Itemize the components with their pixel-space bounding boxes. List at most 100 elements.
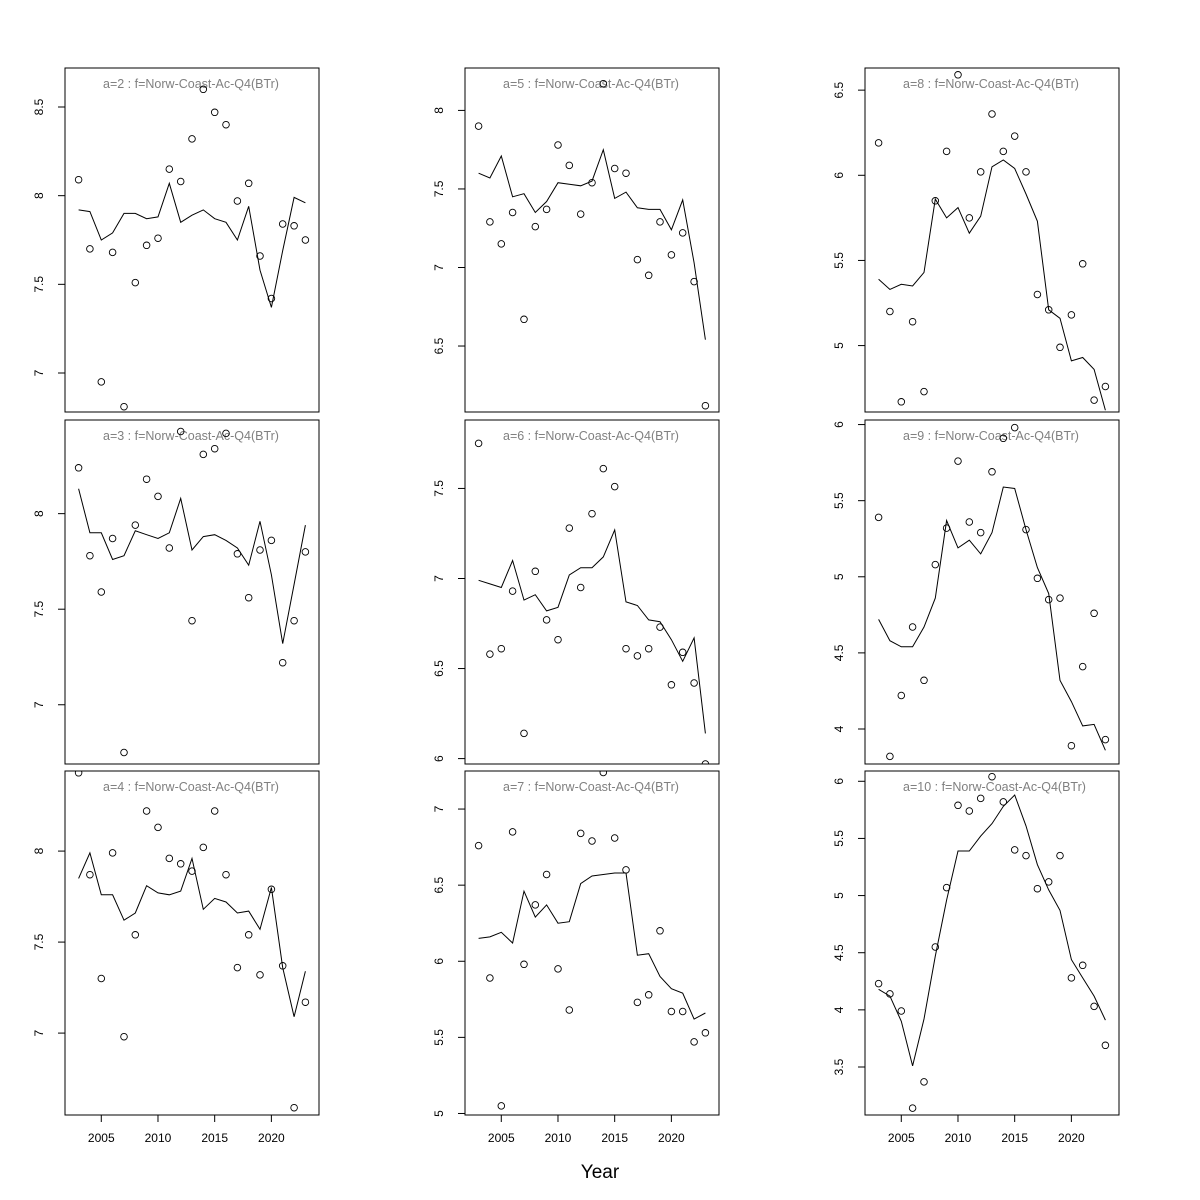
panel-grid: a=2 : f=Norw-Coast-Ac-Q4(BTr) 7 7.5 8 8.5 a=5…	[32, 67, 1120, 1145]
observed-point	[188, 135, 196, 143]
panel: a=5 : f=Norw-Coast-Ac-Q4(BTr) 6.5 7 7.5 8	[432, 67, 720, 413]
y-tick-label: 7.5	[32, 601, 46, 618]
panel-title: a=10 : f=Norw-Coast-Ac-Q4(BTr)	[903, 780, 1086, 794]
observed-point	[690, 679, 698, 687]
observed-point	[154, 492, 162, 501]
observed-point	[576, 210, 585, 218]
fitted-line	[478, 872, 706, 1020]
panel-title: a=6 : f=Norw-Coast-Ac-Q4(BTr)	[503, 429, 679, 443]
panel-title: a=3 : f=Norw-Coast-Ac-Q4(BTr)	[103, 429, 279, 443]
plot-area	[874, 423, 1110, 761]
panel-title: a=8 : f=Norw-Coast-Ac-Q4(BTr)	[903, 77, 1079, 91]
y-tick-label: 7	[432, 805, 446, 812]
observed-point	[497, 644, 506, 653]
panel-frame	[864, 67, 1120, 413]
observed-point	[554, 141, 562, 149]
observed-point	[120, 1032, 128, 1041]
observed-point	[1067, 974, 1076, 982]
panel: a=4 : f=Norw-Coast-Ac-Q4(BTr) 7 7.5 8 2005 20…	[32, 770, 320, 1145]
y-tick-label: 7	[32, 369, 46, 376]
observed-point	[920, 1078, 928, 1086]
x-tick-label: 2005	[88, 1131, 115, 1145]
y-tick-label: 6	[832, 172, 846, 179]
observed-point	[678, 648, 687, 657]
y-tick-label: 6.5	[432, 660, 446, 677]
y-tick-label: 3.5	[832, 1058, 846, 1075]
observed-point	[565, 524, 574, 532]
panel-title: a=2 : f=Norw-Coast-Ac-Q4(BTr)	[103, 77, 279, 91]
observed-point	[531, 901, 540, 909]
observed-point	[497, 240, 506, 248]
observed-point	[520, 315, 528, 324]
observed-point	[954, 71, 962, 79]
y-tick-label: 5	[432, 1110, 446, 1117]
observed-point	[176, 427, 185, 436]
observed-point	[588, 837, 596, 845]
observed-point	[701, 760, 710, 764]
observed-point	[954, 801, 962, 810]
observed-point	[931, 197, 940, 205]
observed-point	[301, 998, 310, 1006]
fitted-line	[78, 488, 306, 644]
observed-point	[176, 860, 185, 868]
observed-point	[874, 139, 883, 147]
observed-point	[486, 218, 494, 226]
y-tick-label: 6	[832, 778, 846, 785]
observed-point	[108, 248, 117, 257]
plot-area	[474, 79, 710, 410]
observed-point	[474, 122, 483, 130]
observed-point	[508, 828, 517, 836]
observed-point	[131, 521, 140, 529]
y-tick-label: 6.5	[832, 81, 846, 98]
observed-point	[1101, 1041, 1110, 1050]
observed-point	[554, 635, 562, 644]
y-tick-label: 7.5	[432, 180, 446, 197]
y-tick-label: 6.5	[432, 337, 446, 354]
y-tick-label: 4	[832, 1006, 846, 1013]
observed-point	[644, 991, 653, 999]
observed-point	[988, 772, 996, 781]
y-tick-label: 5.5	[832, 492, 846, 509]
observed-point	[1022, 525, 1030, 534]
observed-point	[542, 616, 551, 624]
panel: a=7 : f=Norw-Coast-Ac-Q4(BTr) 5 5.5 6 6.5 7 20…	[432, 770, 720, 1145]
x-tick-label: 2015	[1001, 1131, 1028, 1145]
observed-point	[199, 450, 208, 459]
observed-point	[520, 960, 528, 969]
observed-point	[920, 676, 928, 685]
observed-point	[520, 729, 528, 738]
observed-point	[1056, 343, 1064, 352]
observed-point	[897, 398, 906, 406]
panel-title: a=7 : f=Norw-Coast-Ac-Q4(BTr)	[503, 780, 679, 794]
observed-point	[244, 179, 253, 188]
observed-point	[1010, 132, 1019, 140]
observed-point	[976, 168, 985, 176]
x-tick-label: 2015	[601, 1131, 628, 1145]
observed-point	[542, 205, 551, 214]
observed-point	[154, 234, 162, 242]
panel: a=6 : f=Norw-Coast-Ac-Q4(BTr) 6 6.5 7 7.5	[432, 419, 720, 765]
observed-point	[644, 271, 653, 280]
y-tick-label: 4.5	[832, 944, 846, 961]
observed-point	[874, 513, 883, 522]
observed-point	[278, 220, 287, 228]
y-tick-label: 7.5	[32, 276, 46, 293]
observed-point	[290, 1103, 298, 1112]
observed-point	[301, 236, 310, 244]
panel-frame	[464, 67, 720, 413]
observed-point	[678, 1007, 687, 1016]
observed-point	[1033, 290, 1042, 299]
observed-point	[222, 120, 230, 129]
observed-point	[908, 623, 917, 631]
fitted-line	[878, 794, 1106, 1067]
x-tick-label: 2010	[545, 1131, 572, 1145]
panel-frame	[864, 770, 1120, 1116]
observed-point	[1022, 168, 1030, 176]
y-tick-label: 7.5	[432, 480, 446, 497]
observed-point	[531, 222, 540, 231]
observed-point	[610, 482, 619, 491]
panel-frame	[64, 67, 320, 413]
panel-frame	[64, 770, 320, 1116]
observed-point	[633, 998, 642, 1007]
